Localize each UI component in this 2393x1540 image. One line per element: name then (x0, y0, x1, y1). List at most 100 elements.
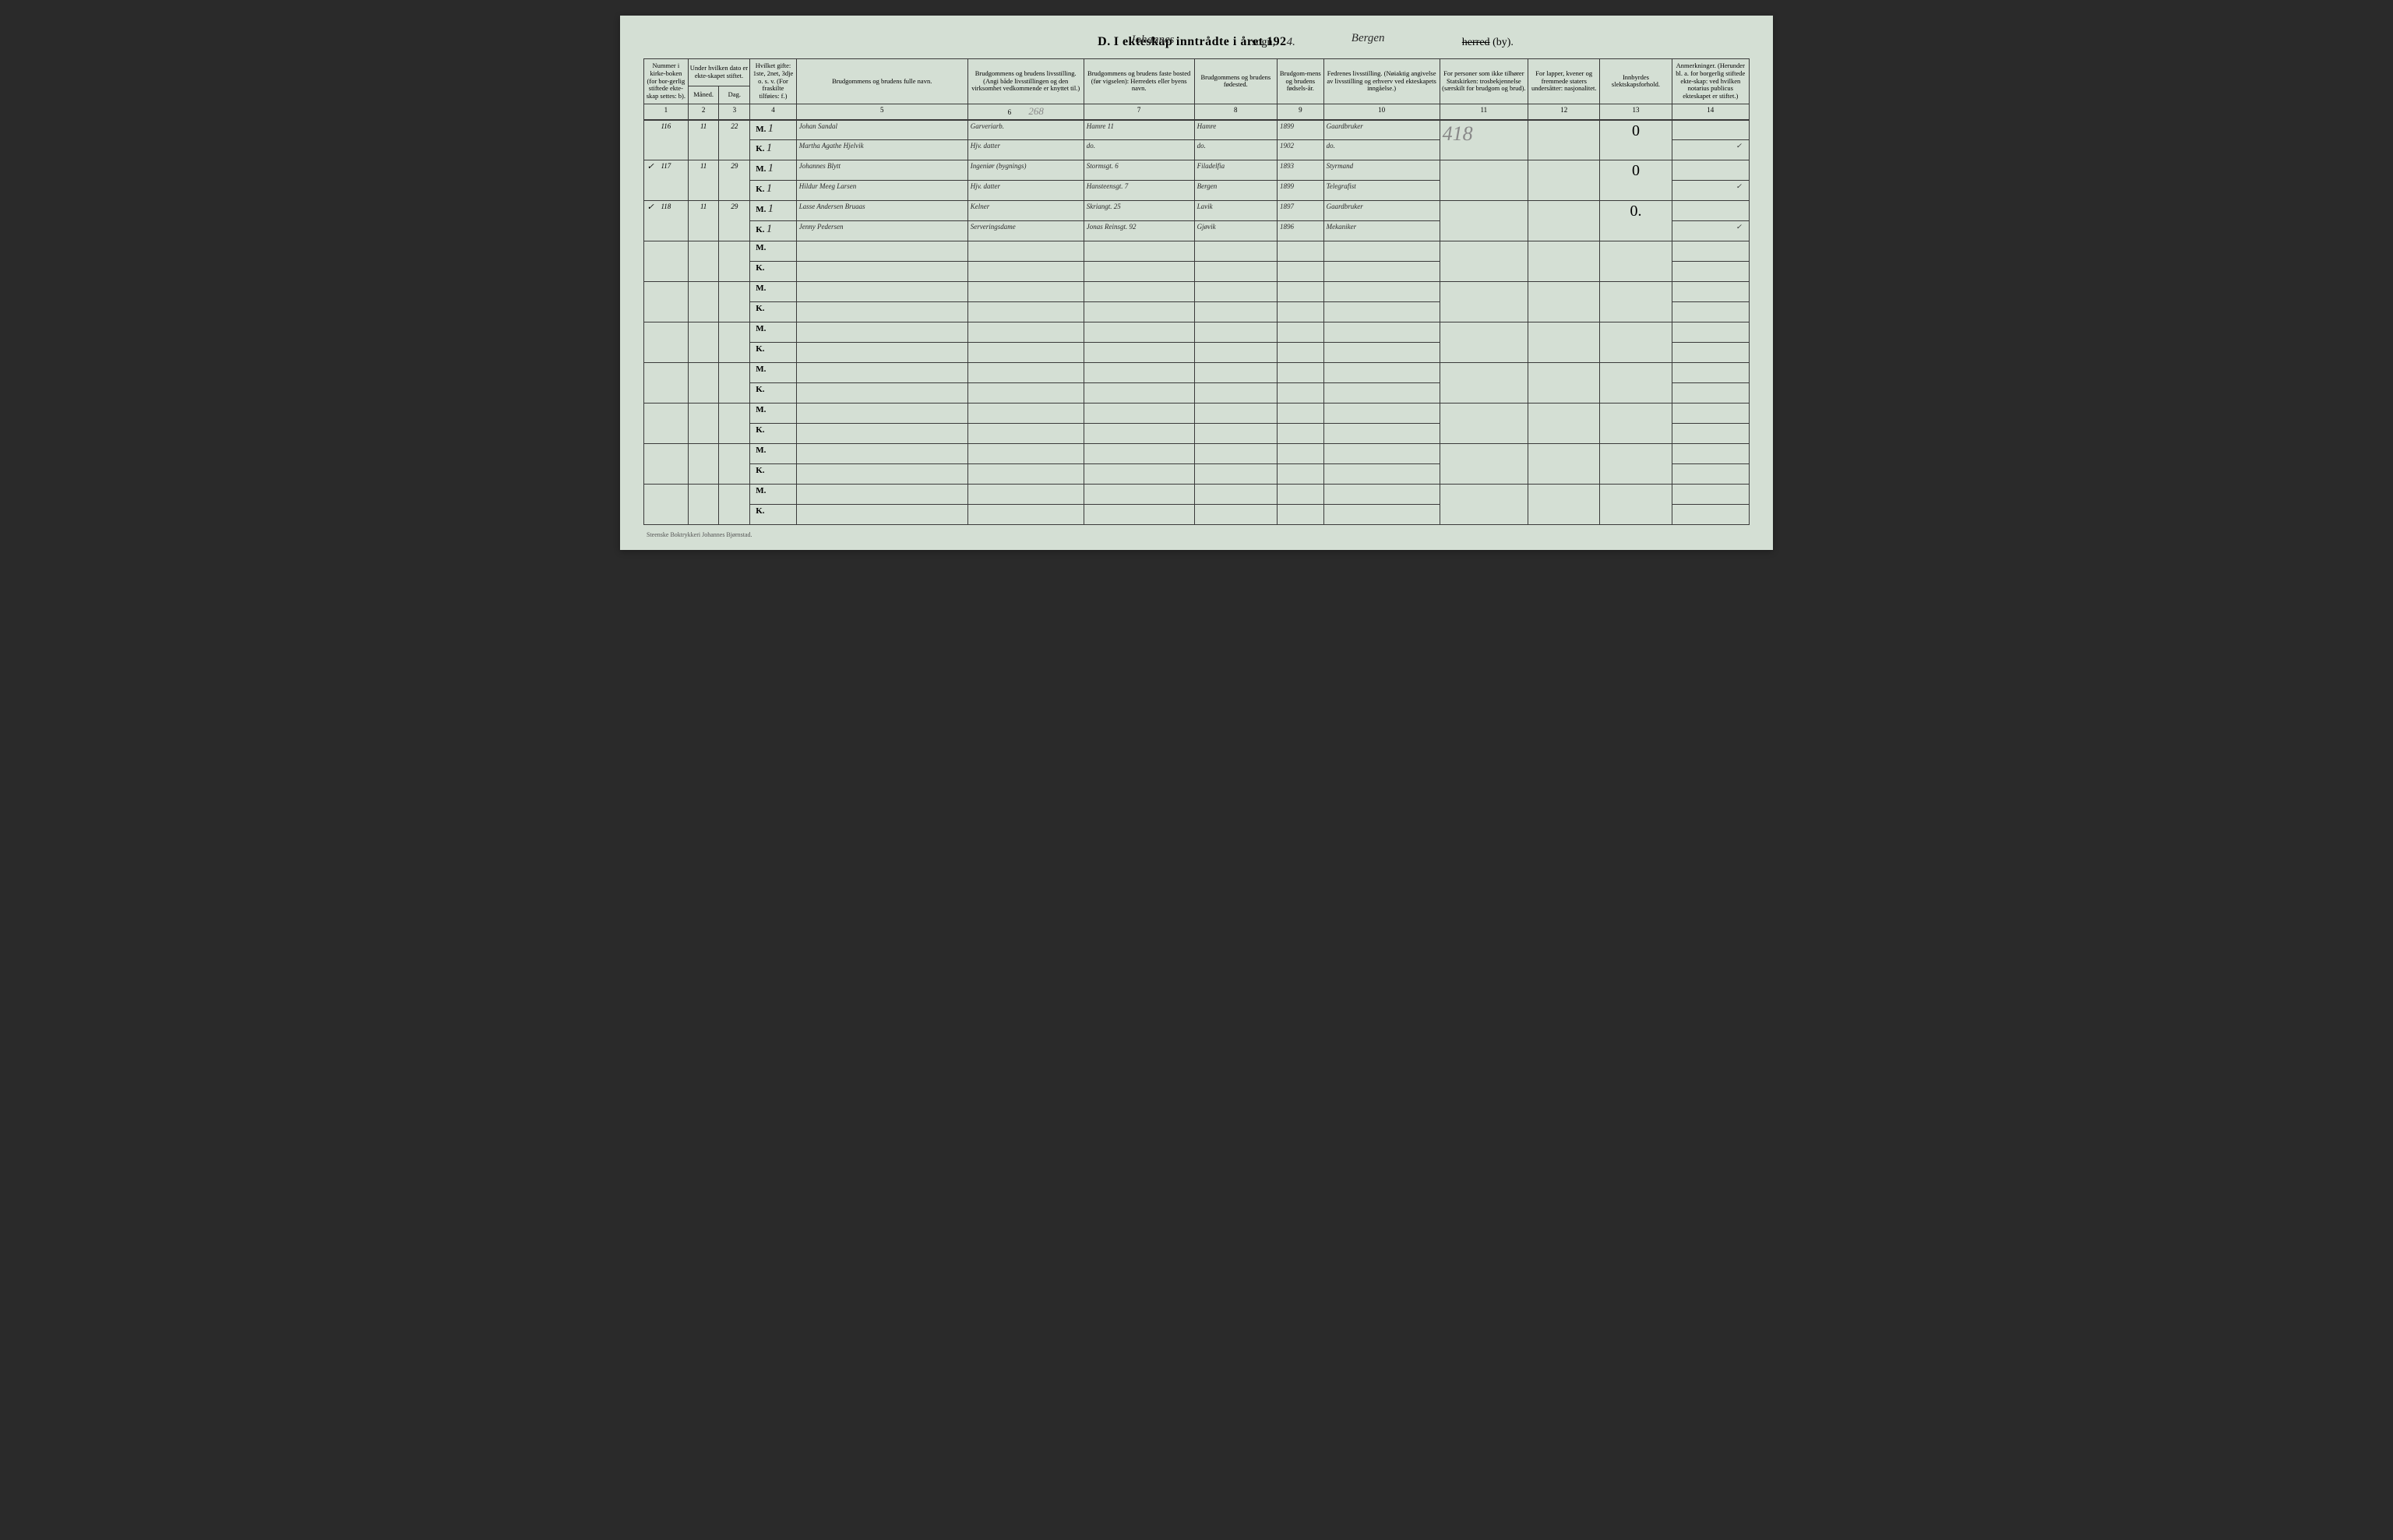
empty (1278, 464, 1324, 485)
mk-empty: M. (750, 485, 797, 505)
empty (796, 444, 967, 464)
mk-empty: M. (750, 322, 797, 343)
entry-number: ✓117 (644, 160, 689, 201)
empty (796, 485, 967, 505)
gifte-k: K. 1 (750, 221, 797, 241)
empty (1600, 241, 1672, 282)
empty (1672, 464, 1749, 485)
fodested-m: Lavik (1194, 201, 1277, 221)
gifte-m: M. 1 (750, 160, 797, 181)
hdr-c9: Brudgom-mens og brudens fødsels-år. (1278, 59, 1324, 104)
empty (688, 241, 719, 282)
mk-empty: M. (750, 444, 797, 464)
empty (644, 404, 689, 444)
stilling-k: Serveringsdame (967, 221, 1084, 241)
colnum: 4 (750, 104, 797, 119)
empty-row: M. (644, 485, 1750, 505)
aar-k: 1896 (1278, 221, 1324, 241)
gifte-k: K. 1 (750, 140, 797, 160)
c14-k: ✓ (1672, 140, 1749, 160)
empty (1278, 404, 1324, 424)
table-body: 1 2 3 4 5 6 268 7 8 9 10 11 12 13 14 116… (644, 104, 1750, 524)
empty (1278, 505, 1324, 525)
empty (1278, 322, 1324, 343)
hdr-c10: Fedrenes livsstilling. (Nøiaktig angivel… (1323, 59, 1440, 104)
navn-m: Lasse Andersen Bruaas (796, 201, 967, 221)
c11: 418 (1440, 120, 1528, 160)
empty (644, 444, 689, 485)
empty (1323, 262, 1440, 282)
title-year-digit: 4. (1287, 36, 1295, 48)
navn-k: Hildur Meeg Larsen (796, 181, 967, 201)
empty (1194, 424, 1277, 444)
empty (1440, 444, 1528, 485)
fodested-k: Gjøvik (1194, 221, 1277, 241)
empty-row: M. (644, 404, 1750, 424)
entry-month: 11 (688, 120, 719, 160)
empty (1672, 241, 1749, 262)
empty (796, 424, 967, 444)
empty (1323, 302, 1440, 322)
empty (719, 485, 750, 525)
hdr-c12: For lapper, kvener og fremmede staters u… (1528, 59, 1600, 104)
navn-k: Jenny Pedersen (796, 221, 967, 241)
empty (967, 262, 1084, 282)
empty (1528, 444, 1600, 485)
colnum: 13 (1600, 104, 1672, 119)
mk-empty: K. (750, 383, 797, 404)
empty (1194, 302, 1277, 322)
empty (1278, 343, 1324, 363)
empty (1084, 343, 1194, 363)
empty (967, 322, 1084, 343)
empty-row: M. (644, 444, 1750, 464)
navn-m: Johan Sandal (796, 120, 967, 140)
empty (688, 485, 719, 525)
empty (688, 282, 719, 322)
table-header: Nummer i kirke-boken (for bor-gerlig sti… (644, 59, 1750, 104)
c14-m (1672, 201, 1749, 221)
mk-empty: K. (750, 302, 797, 322)
empty (1084, 505, 1194, 525)
empty (1323, 424, 1440, 444)
empty (1084, 363, 1194, 383)
colnum: 3 (719, 104, 750, 119)
empty (1600, 322, 1672, 363)
mk-empty: M. (750, 404, 797, 424)
empty (719, 282, 750, 322)
bosted-m: Hamre 11 (1084, 120, 1194, 140)
c11 (1440, 160, 1528, 201)
mk-empty: K. (750, 262, 797, 282)
entry-row-m: ✓1181129M. 1Lasse Andersen BruaasKelnerS… (644, 201, 1750, 221)
far-m: Gaardbruker (1323, 120, 1440, 140)
entry-day: 29 (719, 160, 750, 201)
empty (1323, 383, 1440, 404)
bosted-k: do. (1084, 140, 1194, 160)
mk-empty: M. (750, 241, 797, 262)
empty (967, 383, 1084, 404)
empty (1323, 464, 1440, 485)
hdr-c4: Hvilket gifte: 1ste, 2net, 3dje o. s. v.… (750, 59, 797, 104)
empty (719, 363, 750, 404)
empty (1194, 383, 1277, 404)
entry-row-m: ✓1171129M. 1Johannes BlyttIngeniør (bygn… (644, 160, 1750, 181)
empty (1194, 444, 1277, 464)
empty (1323, 282, 1440, 302)
far-m: Styrmand (1323, 160, 1440, 181)
empty (796, 241, 967, 262)
empty (1194, 241, 1277, 262)
empty (796, 464, 967, 485)
hdr-c11: For personer som ikke tilhører Statskirk… (1440, 59, 1528, 104)
empty (1528, 322, 1600, 363)
title-row: D. I ekteskap inntrådte i året 1924. Joh… (643, 35, 1750, 49)
empty (1278, 444, 1324, 464)
empty (1600, 485, 1672, 525)
mk-empty: K. (750, 343, 797, 363)
stilling-m: Ingeniør (bygnings) (967, 160, 1084, 181)
empty (1084, 302, 1194, 322)
mk-empty: K. (750, 424, 797, 444)
empty (1600, 363, 1672, 404)
empty (967, 444, 1084, 464)
empty (1672, 444, 1749, 464)
empty (1323, 404, 1440, 424)
empty (1672, 343, 1749, 363)
